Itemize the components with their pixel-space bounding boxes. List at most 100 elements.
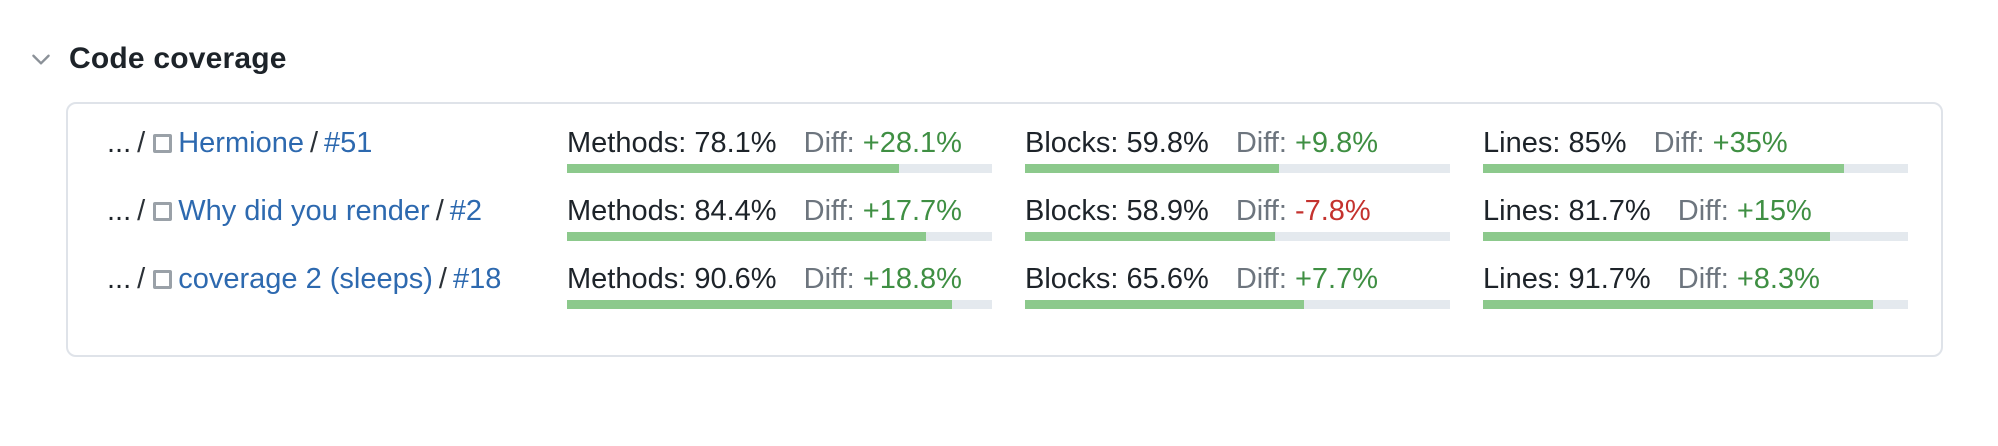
metric-text: Blocks: 58.9% Diff: -7.8%: [1025, 193, 1450, 230]
build-config-status-icon: [153, 270, 173, 289]
metric-text: Lines: 81.7% Diff: +15%: [1483, 193, 1908, 230]
metric-text: Methods: 90.6% Diff: +18.8%: [567, 261, 992, 298]
section-title: Code coverage: [69, 42, 287, 75]
breadcrumb-ellipsis: ...: [107, 263, 132, 295]
metric-label: Blocks:: [1025, 195, 1119, 227]
metric-lines: Lines: 85% Diff: +35%: [1483, 125, 1908, 173]
metric-label: Blocks:: [1025, 263, 1119, 295]
metric-value: 58.9%: [1126, 195, 1209, 227]
build-number-link[interactable]: #2: [449, 195, 483, 227]
metric-methods: Methods: 78.1% Diff: +28.1%: [567, 125, 992, 173]
metrics-group: Methods: 84.4% Diff: +17.7% Blocks: 58.9…: [567, 193, 1908, 241]
diff-value: +7.7%: [1294, 263, 1378, 295]
metric-label: Methods:: [567, 263, 687, 295]
breadcrumb: ... / Why did you render / #2: [107, 193, 567, 230]
breadcrumb-separator: /: [309, 127, 319, 159]
metric-text: Blocks: 59.8% Diff: +9.8%: [1025, 125, 1450, 162]
coverage-progress-fill: [1483, 164, 1845, 173]
metric-value: 91.7%: [1568, 263, 1651, 295]
diff-value: +15%: [1736, 195, 1812, 227]
metric-blocks: Blocks: 58.9% Diff: -7.8%: [1025, 193, 1450, 241]
code-coverage-section-toggle[interactable]: Code coverage: [28, 42, 1998, 76]
diff-value: +9.8%: [1294, 127, 1378, 159]
coverage-progress-bar: [1025, 232, 1450, 241]
breadcrumb-separator: /: [137, 263, 146, 295]
metric-methods: Methods: 84.4% Diff: +17.7%: [567, 193, 992, 241]
breadcrumb-ellipsis: ...: [107, 195, 132, 227]
coverage-progress-bar: [1483, 164, 1908, 173]
metric-text: Blocks: 65.6% Diff: +7.7%: [1025, 261, 1450, 298]
metric-text: Lines: 85% Diff: +35%: [1483, 125, 1908, 162]
chevron-down-icon[interactable]: [28, 46, 54, 72]
breadcrumb-separator: /: [137, 195, 146, 227]
breadcrumb-separator: /: [137, 127, 146, 159]
metric-value: 59.8%: [1126, 127, 1209, 159]
diff-label: Diff:: [1235, 263, 1287, 295]
coverage-progress-fill: [1025, 232, 1276, 241]
coverage-progress-bar: [1483, 232, 1908, 241]
metric-label: Blocks:: [1025, 127, 1119, 159]
metric-label: Lines:: [1483, 195, 1561, 227]
coverage-progress-bar: [567, 164, 992, 173]
coverage-progress-bar: [1025, 164, 1450, 173]
breadcrumb: ... / coverage 2 (sleeps) / #18: [107, 261, 567, 298]
coverage-progress-bar: [567, 300, 992, 309]
coverage-progress-fill: [567, 164, 899, 173]
diff-label: Diff:: [1235, 127, 1287, 159]
metric-lines: Lines: 81.7% Diff: +15%: [1483, 193, 1908, 241]
diff-value: +28.1%: [862, 127, 962, 159]
coverage-progress-fill: [1025, 164, 1280, 173]
metric-value: 84.4%: [694, 195, 777, 227]
metrics-group: Methods: 78.1% Diff: +28.1% Blocks: 59.8…: [567, 125, 1908, 173]
coverage-progress-bar: [1483, 300, 1908, 309]
diff-value: -7.8%: [1294, 195, 1371, 227]
coverage-card: ... / Hermione / #51 Methods: 78.1% Diff: +2…: [66, 102, 1943, 357]
breadcrumb-separator: /: [438, 263, 447, 295]
metric-value: 78.1%: [694, 127, 777, 159]
diff-label: Diff:: [1653, 127, 1705, 159]
metric-text: Methods: 84.4% Diff: +17.7%: [567, 193, 992, 230]
diff-label: Diff:: [1677, 263, 1729, 295]
metric-blocks: Blocks: 59.8% Diff: +9.8%: [1025, 125, 1450, 173]
build-config-status-icon: [153, 134, 173, 153]
build-config-status-icon: [153, 202, 173, 221]
metric-value: 90.6%: [694, 263, 777, 295]
metric-blocks: Blocks: 65.6% Diff: +7.7%: [1025, 261, 1450, 309]
metric-value: 65.6%: [1126, 263, 1209, 295]
coverage-progress-fill: [567, 300, 953, 309]
diff-value: +8.3%: [1736, 263, 1820, 295]
coverage-row: ... / Hermione / #51 Methods: 78.1% Diff: +2…: [107, 125, 1908, 193]
diff-label: Diff:: [1677, 195, 1729, 227]
metric-label: Lines:: [1483, 127, 1561, 159]
coverage-row: ... / coverage 2 (sleeps) / #18 Methods: 90.…: [107, 261, 1908, 329]
diff-value: +35%: [1712, 127, 1788, 159]
metric-value: 85%: [1568, 127, 1627, 159]
coverage-progress-bar: [1025, 300, 1450, 309]
diff-label: Diff:: [803, 127, 855, 159]
metric-label: Methods:: [567, 127, 687, 159]
metric-text: Methods: 78.1% Diff: +28.1%: [567, 125, 992, 162]
build-config-link[interactable]: Hermione: [178, 127, 304, 159]
metrics-group: Methods: 90.6% Diff: +18.8% Blocks: 65.6…: [567, 261, 1908, 309]
metric-lines: Lines: 91.7% Diff: +8.3%: [1483, 261, 1908, 309]
diff-label: Diff:: [803, 263, 855, 295]
breadcrumb-ellipsis: ...: [107, 127, 132, 159]
diff-value: +17.7%: [862, 195, 962, 227]
metric-text: Lines: 91.7% Diff: +8.3%: [1483, 261, 1908, 298]
coverage-row: ... / Why did you render / #2 Methods: 84.4%…: [107, 193, 1908, 261]
build-config-link[interactable]: Why did you render: [178, 195, 430, 227]
build-number-link[interactable]: #18: [452, 263, 502, 295]
diff-value: +18.8%: [862, 263, 962, 295]
build-config-link[interactable]: coverage 2 (sleeps): [178, 263, 433, 295]
metric-label: Lines:: [1483, 263, 1561, 295]
coverage-progress-bar: [567, 232, 992, 241]
coverage-progress-fill: [567, 232, 926, 241]
coverage-progress-fill: [1025, 300, 1304, 309]
metric-value: 81.7%: [1568, 195, 1651, 227]
diff-label: Diff:: [1235, 195, 1287, 227]
breadcrumb: ... / Hermione / #51: [107, 125, 567, 162]
metric-methods: Methods: 90.6% Diff: +18.8%: [567, 261, 992, 309]
metric-label: Methods:: [567, 195, 687, 227]
build-number-link[interactable]: #51: [324, 127, 373, 159]
diff-label: Diff:: [803, 195, 855, 227]
